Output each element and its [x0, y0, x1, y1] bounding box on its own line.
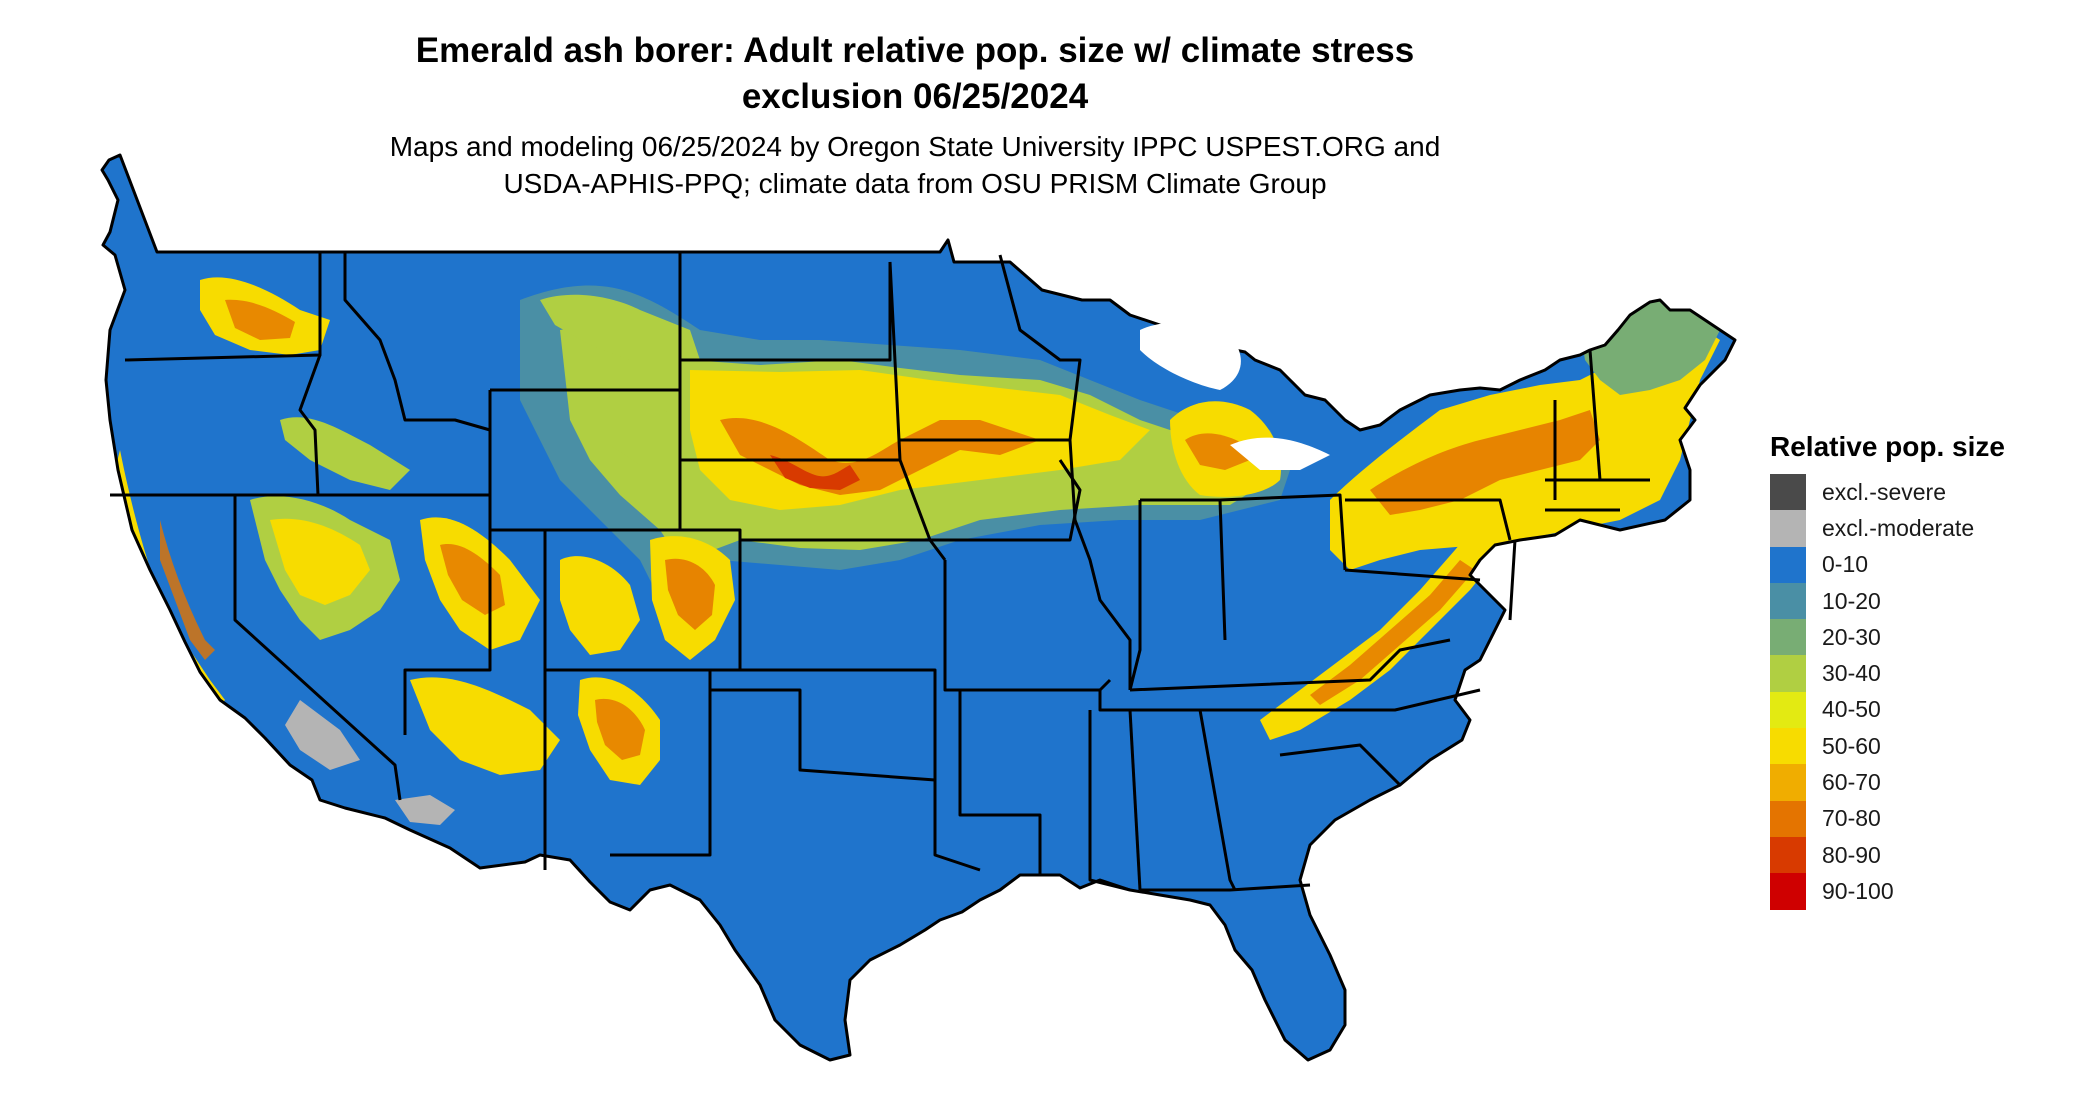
legend-swatch	[1770, 691, 1806, 729]
border-ms-al	[1128, 709, 1142, 891]
border-wi	[998, 254, 1082, 441]
border-nd-sd	[680, 262, 892, 362]
border-ks-ok	[740, 668, 981, 872]
legend-item: 30-40	[1770, 655, 2070, 692]
legend-item: 80-90	[1770, 836, 2070, 874]
population-overlay	[115, 277, 1720, 825]
legend-item: 90-100	[1770, 873, 2070, 910]
band-70-80-coast	[160, 520, 215, 660]
legend: Relative pop. size excl.-severe excl.-mod…	[1770, 430, 2070, 910]
legend-swatch	[1770, 619, 1806, 656]
legend-swatch	[1770, 800, 1806, 837]
legend-label: 20-30	[1822, 623, 1881, 650]
lake-michigan-gap	[1140, 322, 1241, 390]
border-al-ga	[1198, 709, 1237, 891]
legend-label: 60-70	[1822, 769, 1881, 796]
border-ca-nv	[233, 495, 402, 801]
band-50-60-basin	[270, 518, 370, 605]
us-land-base	[102, 155, 1735, 1060]
legend-item: excl.-moderate	[1770, 510, 2070, 547]
legend-swatch	[1770, 873, 1806, 910]
legend-swatch	[1770, 764, 1806, 801]
border-mo-ar	[943, 560, 1112, 692]
legend-item: excl.-severe	[1770, 474, 2070, 511]
border-id-mt	[343, 252, 491, 432]
us-outline	[100, 153, 1737, 1062]
excl-moderate-arizona	[395, 795, 455, 825]
border-ga-sc	[1279, 743, 1402, 787]
legend-swatch	[1770, 836, 1806, 874]
band-70-80-new-mexico	[595, 698, 645, 760]
legend-label: 90-100	[1822, 877, 1894, 904]
border-il-in	[1128, 500, 1142, 691]
band-70-80-washington	[225, 299, 295, 340]
legend-item: 10-20	[1770, 582, 2070, 620]
band-80-90-plains	[770, 455, 860, 490]
legend-item: 50-60	[1770, 728, 2070, 765]
legend-item: 40-50	[1770, 691, 2070, 729]
legend-label: 40-50	[1822, 696, 1881, 723]
legend-swatch	[1770, 546, 1806, 583]
lake-erie-gap	[1230, 437, 1330, 470]
band-30-40-oregon	[280, 417, 410, 490]
legend-label: 0-10	[1822, 551, 1869, 578]
map-subtitle: Maps and modeling 06/25/2024 by Oregon S…	[0, 128, 1830, 202]
map-subtitle-line-1: Maps and modeling 06/25/2024 by Oregon S…	[389, 131, 1441, 162]
border-al-fl	[1140, 883, 1311, 892]
band-70-80-front-range	[665, 558, 715, 630]
band-30-40-montana	[540, 294, 700, 370]
border-tn-nc	[1098, 688, 1481, 712]
legend-item: 70-80	[1770, 800, 2070, 837]
border-vt-nh	[1588, 349, 1602, 481]
border-mn-ia	[888, 261, 947, 561]
legend-label: excl.-moderate	[1822, 514, 1975, 541]
border-or-id	[298, 354, 322, 496]
border-ar-la	[958, 690, 1042, 875]
legend-label: 10-20	[1822, 587, 1881, 614]
band-30-40-wyoming	[590, 396, 690, 470]
legend-swatch	[1770, 582, 1806, 620]
legend-rows: excl.-severe excl.-moderate 0-10 10-20 20-30…	[1770, 474, 2070, 910]
band-50-60-colorado-west	[560, 556, 640, 655]
band-50-60-arizona-plateau	[410, 677, 560, 775]
excl-moderate-desert	[285, 700, 360, 770]
border-pa-md	[1344, 568, 1481, 582]
border-nm	[545, 668, 712, 857]
legend-item: 0-10	[1770, 546, 2070, 583]
band-70-80-michigan	[1185, 433, 1250, 470]
legend-label: 50-60	[1822, 732, 1881, 759]
legend-label: 70-80	[1822, 805, 1881, 832]
border-il-west	[1068, 439, 1132, 690]
legend-title: Relative pop. size	[1770, 431, 2005, 462]
border-ms	[1088, 710, 1131, 892]
map-subtitle-line-2: USDA-APHIS-PPQ; climate data from OSU PR…	[503, 168, 1327, 199]
legend-swatch	[1770, 474, 1806, 511]
legend-item: 60-70	[1770, 764, 2070, 801]
legend-swatch	[1770, 655, 1806, 692]
band-70-80-appalachia	[1310, 560, 1475, 705]
border-ky-tn	[1129, 638, 1451, 692]
legend-swatch	[1770, 510, 1806, 547]
map-title-line-1: Emerald ash borer: Adult relative pop. s…	[415, 31, 1415, 70]
border-oh-pa	[1219, 493, 1347, 571]
border-pa-ny	[1345, 498, 1512, 541]
map-title: Emerald ash borer: Adult relative pop. s…	[0, 28, 1830, 120]
legend-item: 20-30	[1770, 619, 2070, 656]
state-borders	[100, 153, 1737, 1062]
legend-label: 30-40	[1822, 660, 1881, 687]
legend-label: excl.-severe	[1822, 478, 1946, 505]
border-nj	[1508, 539, 1517, 621]
legend-swatch	[1770, 728, 1806, 765]
map-title-line-2: exclusion 06/25/2024	[741, 77, 1089, 116]
legend-label: 80-90	[1822, 841, 1881, 868]
band-70-80-northeast	[1370, 410, 1600, 515]
border-ok-tx	[710, 688, 936, 782]
